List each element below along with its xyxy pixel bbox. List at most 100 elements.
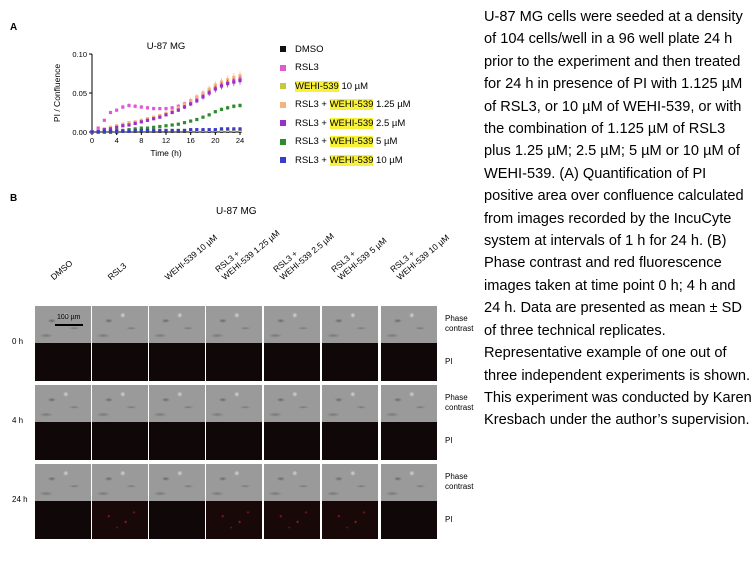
data-point (176, 106, 180, 110)
side-label-line: PI (445, 357, 453, 366)
data-point (213, 128, 217, 132)
data-point (170, 110, 174, 115)
column-label: WEHI-539 10 µM (163, 232, 220, 282)
data-point (108, 110, 113, 115)
phase-contrast-image (206, 464, 262, 501)
data-point (219, 127, 224, 131)
data-point (127, 123, 131, 127)
legend-item: RSL3 + WEHI-539 5 µM (280, 135, 397, 149)
legend-highlight: WEHI-539 (329, 99, 374, 110)
legend-text: 1.25 µM (373, 99, 411, 110)
data-point (213, 87, 217, 91)
column-label: DMSO (49, 258, 75, 282)
side-label-line: Phase (445, 472, 468, 481)
panel-a-letter: A (10, 22, 18, 33)
pi-label: PI (445, 436, 453, 446)
legend-item: RSL3 + WEHI-539 1.25 µM (280, 98, 411, 112)
data-point (226, 127, 230, 131)
data-point (232, 80, 236, 84)
side-label-line: contrast (445, 324, 474, 333)
phase-contrast-image (206, 306, 262, 343)
data-point (108, 129, 113, 133)
data-point (170, 106, 174, 110)
caption-text: U-87 MG cells were seeded at a density o… (484, 9, 752, 429)
legend-label: DMSO (295, 44, 324, 55)
legend-text: RSL3 + (295, 154, 330, 166)
phase-contrast-label: Phase contrast (445, 393, 473, 413)
legend-swatch (280, 46, 286, 52)
data-point (96, 126, 100, 130)
data-point (207, 87, 211, 91)
data-point (176, 128, 180, 133)
x-tick-label: 16 (186, 136, 194, 145)
pi-fluorescence-image (35, 422, 91, 460)
data-point (170, 123, 174, 127)
pi-fluorescence-image (149, 343, 205, 381)
y-tick-label: 0.10 (72, 50, 87, 59)
data-point (121, 129, 125, 133)
data-point (121, 105, 125, 109)
data-point (238, 78, 242, 83)
data-point (152, 125, 156, 129)
phase-contrast-image (381, 385, 437, 422)
phase-contrast-image (264, 464, 320, 501)
data-point (226, 82, 230, 86)
y-tick-label: 0.05 (72, 89, 87, 98)
legend-text: 2.5 µM (373, 117, 406, 129)
legend-highlight: WEHI-539 (329, 136, 374, 147)
phase-contrast-image (264, 306, 320, 343)
data-point (145, 126, 150, 130)
pi-fluorescence-image (322, 501, 378, 539)
data-point (90, 130, 94, 134)
pi-fluorescence-image (149, 422, 205, 460)
data-point (127, 103, 131, 108)
phase-contrast-image (92, 464, 148, 501)
legend-text: 10 µM (373, 154, 403, 166)
data-point (127, 121, 131, 125)
data-point (164, 128, 168, 133)
data-point (176, 108, 180, 112)
data-point (195, 95, 199, 99)
scale-bar-label: 100 µm (57, 314, 81, 321)
pi-label: PI (445, 515, 453, 525)
pi-label: PI (445, 357, 453, 367)
pi-fluorescence-image (264, 501, 320, 539)
data-point (232, 127, 236, 131)
column-label: RSL3 + WEHI-539 10 µM (388, 225, 451, 282)
phase-contrast-image (381, 464, 437, 501)
data-point (127, 129, 131, 133)
figure-caption: U-87 MG cells were seeded at a density o… (484, 6, 752, 432)
data-point (158, 107, 162, 111)
data-point (145, 106, 150, 110)
pi-fluorescence-image (322, 343, 378, 381)
data-point (195, 128, 199, 132)
side-label-line: PI (445, 436, 453, 445)
x-tick-label: 0 (90, 136, 94, 145)
data-point (232, 104, 236, 108)
data-point (139, 120, 143, 124)
legend-text: DMSO (295, 43, 324, 55)
pi-fluorescence-image (149, 501, 205, 539)
data-point (158, 115, 162, 119)
legend-highlight: WEHI-539 (295, 80, 339, 92)
phase-contrast-image (92, 306, 148, 343)
pi-fluorescence-image (381, 343, 437, 381)
pi-fluorescence-image (264, 343, 320, 381)
data-point (189, 102, 193, 106)
pi-fluorescence-image (206, 343, 262, 381)
data-point (115, 129, 119, 133)
row-time-label: 4 h (12, 416, 24, 425)
pi-fluorescence-image (206, 501, 262, 539)
side-label-line: contrast (445, 403, 474, 412)
legend-swatch (280, 157, 286, 163)
legend-swatch (280, 138, 286, 145)
side-label-line: PI (445, 515, 453, 524)
data-point (121, 124, 125, 128)
data-point (226, 78, 230, 82)
side-label-line: Phase (445, 314, 468, 323)
panel-b-letter: B (10, 193, 18, 204)
data-point (238, 103, 242, 108)
chart-title: U-87 MG (147, 41, 186, 52)
legend-text: 10 µM (338, 80, 369, 92)
data-point (96, 130, 100, 134)
